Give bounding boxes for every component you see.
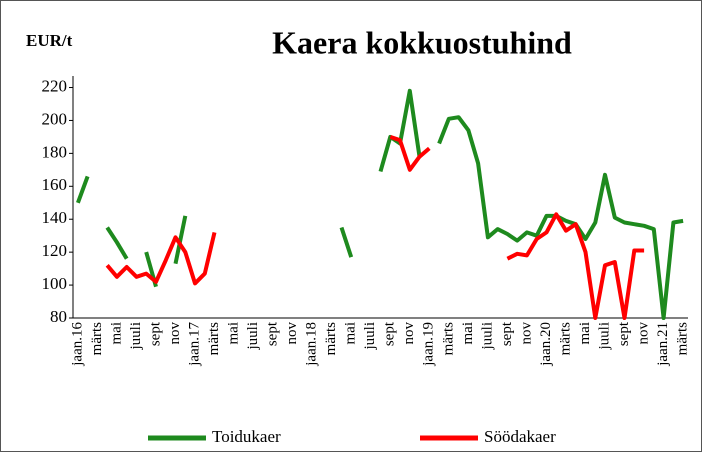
x-tick-label: nov: [636, 322, 652, 345]
y-tick-label: 100: [42, 274, 68, 293]
x-tick-label: juuli: [128, 322, 144, 351]
x-tick-label: märts: [89, 322, 105, 355]
y-tick-label: 200: [42, 109, 68, 128]
y-tick-label: 120: [42, 241, 68, 260]
y-tick-label: 180: [42, 142, 68, 161]
x-tick-label: nov: [284, 322, 300, 345]
x-tick-label: sept: [382, 321, 398, 346]
x-tick-label: juuli: [479, 322, 495, 351]
x-tick-label: jaan.16: [69, 322, 85, 367]
x-tick-label: juuli: [362, 322, 378, 351]
x-tick-label: juuli: [245, 322, 261, 351]
x-tick-label: jaan.18: [304, 322, 320, 367]
x-tick-label: märts: [675, 322, 691, 355]
x-tick-label: sept: [265, 321, 281, 346]
x-tick-label: mai: [108, 322, 124, 345]
x-tick-label: nov: [167, 322, 183, 345]
chart-title: Kaera kokkuostuhind: [272, 24, 572, 60]
x-tick-label: märts: [206, 322, 222, 355]
x-tick-label: sept: [499, 321, 515, 346]
y-tick-label: 160: [42, 175, 68, 194]
x-tick-label: sept: [147, 321, 163, 346]
x-tick-label: märts: [557, 322, 573, 355]
x-tick-label: jaan.19: [421, 322, 437, 367]
y-tick-label: 80: [50, 307, 67, 326]
x-tick-label: mai: [577, 322, 593, 345]
x-tick-label: mai: [226, 322, 242, 345]
x-tick-label: jaan.17: [186, 322, 202, 367]
x-tick-label: nov: [401, 322, 417, 345]
series-line: [105, 135, 645, 320]
y-axis-label: EUR/t: [26, 31, 73, 50]
x-tick-label: nov: [518, 322, 534, 345]
x-tick-label: juuli: [596, 322, 612, 351]
x-tick-label: jaan.21: [655, 322, 671, 367]
x-tick-label: märts: [440, 322, 456, 355]
series-line: [76, 88, 684, 320]
x-tick-label: mai: [460, 322, 476, 345]
x-tick-label: mai: [343, 322, 359, 345]
x-tick-label: märts: [323, 322, 339, 355]
y-tick-label: 220: [42, 76, 68, 95]
legend-label: Söödakaer: [484, 427, 556, 446]
x-tick-label: sept: [616, 321, 632, 346]
x-tick-label: jaan.20: [538, 322, 554, 367]
legend-label: Toidukaer: [212, 427, 281, 446]
y-tick-label: 140: [42, 208, 68, 227]
